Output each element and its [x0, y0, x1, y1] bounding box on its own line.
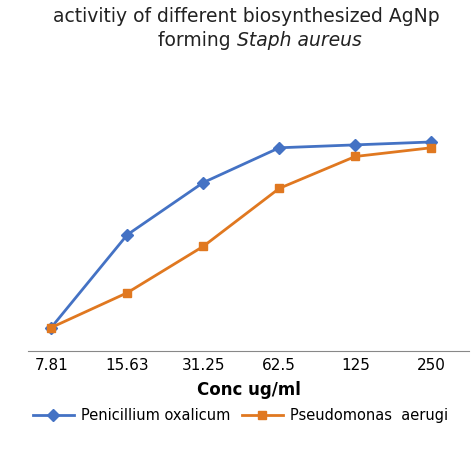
- Penicillium oxalicum: [124, 232, 130, 237]
- Penicillium oxalicum: [276, 145, 282, 151]
- Penicillium oxalicum: [352, 142, 358, 148]
- Pseudomonas  aerugi: [352, 154, 358, 159]
- Line: Pseudomonas  aerugi: Pseudomonas aerugi: [47, 144, 436, 332]
- Penicillium oxalicum: [428, 139, 434, 145]
- Pseudomonas  aerugi: [276, 185, 282, 191]
- Line: Penicillium oxalicum: Penicillium oxalicum: [47, 138, 436, 332]
- Pseudomonas  aerugi: [48, 325, 54, 330]
- X-axis label: Conc ug/ml: Conc ug/ml: [197, 381, 301, 399]
- Text: activitiy of different biosynthesized AgNp: activitiy of different biosynthesized Ag…: [53, 7, 440, 26]
- Pseudomonas  aerugi: [428, 145, 434, 151]
- Text: forming: forming: [158, 31, 237, 50]
- Penicillium oxalicum: [48, 325, 54, 330]
- Pseudomonas  aerugi: [124, 290, 130, 296]
- Penicillium oxalicum: [201, 180, 206, 185]
- Pseudomonas  aerugi: [201, 244, 206, 249]
- Text: Staph aureus: Staph aureus: [237, 31, 362, 50]
- Legend: Penicillium oxalicum, Pseudomonas  aerugi: Penicillium oxalicum, Pseudomonas aerugi: [27, 402, 454, 429]
